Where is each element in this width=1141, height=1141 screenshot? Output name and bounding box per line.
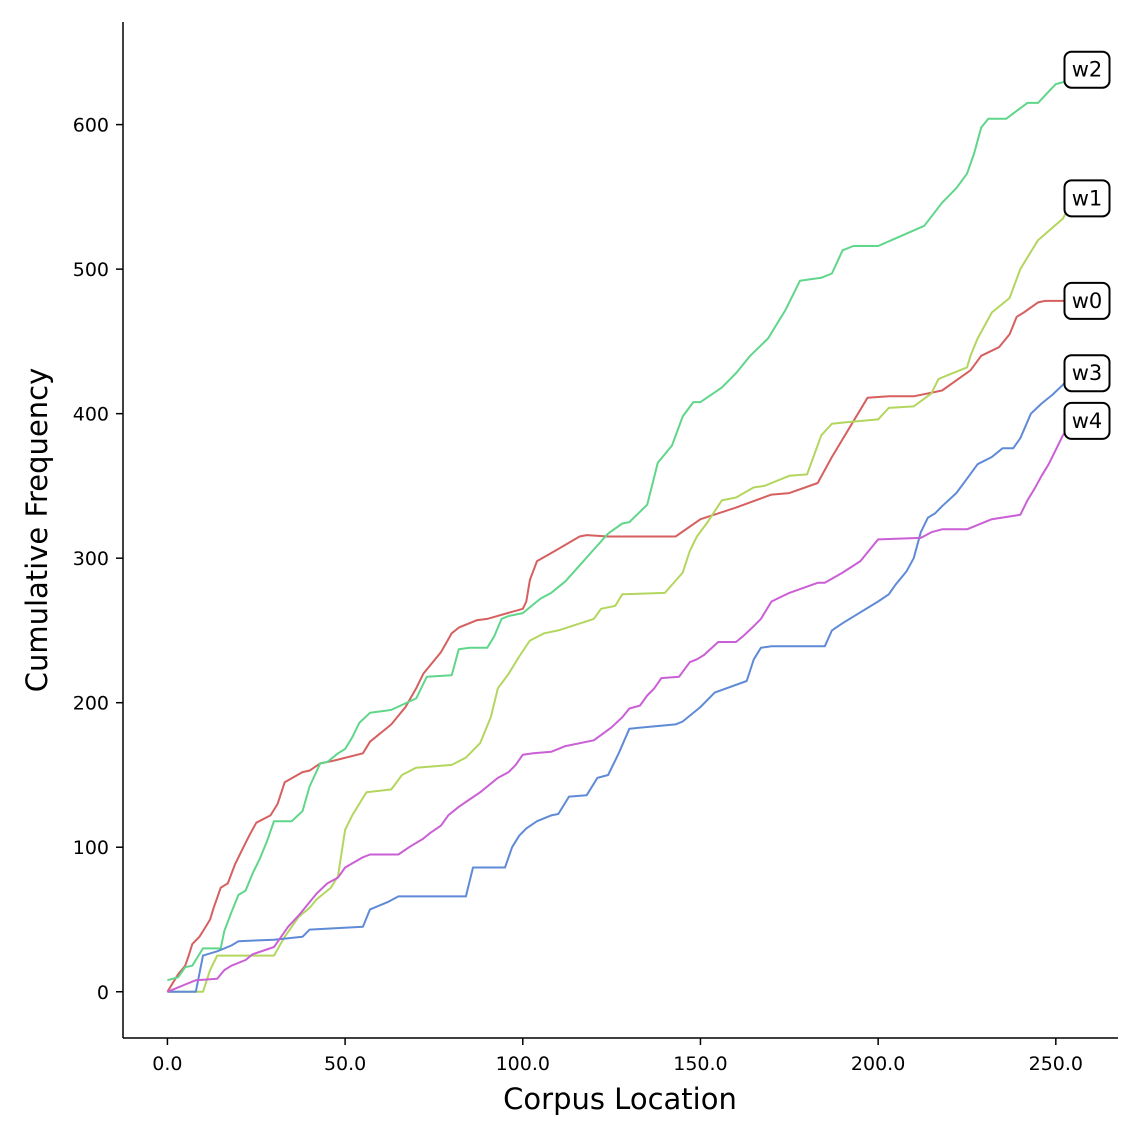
x-tick-label: 250.0 [1029,1053,1083,1075]
series-tag-w3: w3 [1072,361,1103,385]
series-tag-w0: w0 [1072,289,1103,313]
series-tag-box-w4 [1063,401,1111,440]
series-line-w2 [167,69,1075,982]
series-tag-w1: w1 [1072,186,1103,210]
x-tick-label: 0.0 [152,1053,182,1075]
x-ticks: 0.0 50.0 100.0 150.0 200.0 250.0 [152,1038,1083,1075]
series-line-w3 [167,372,1075,993]
y-ticks: 0 100 200 300 400 500 600 [73,115,123,1004]
series-tag-box-w2 [1063,50,1111,89]
y-tick-label: 400 [73,404,109,426]
x-tick-label: 200.0 [851,1053,905,1075]
series-line-w4 [167,420,1075,993]
series-tag-w4: w4 [1072,409,1103,433]
x-tick-label: 50.0 [324,1053,366,1075]
y-tick-label: 500 [73,259,109,281]
y-tick-label: 100 [73,837,109,859]
y-tick-label: 0 [97,982,109,1004]
y-tick-label: 600 [73,115,109,137]
plot-area [166,69,1075,993]
series-line-w1 [167,197,1075,993]
series-tags: w0 w1 w2 w3 w4 [1063,50,1111,440]
x-axis-title: Corpus Location [503,1082,737,1116]
series-tag-box-w1 [1063,179,1111,218]
x-tick-label: 100.0 [496,1053,550,1075]
y-tick-label: 300 [73,548,109,570]
y-tick-label: 200 [73,693,109,715]
series-tag-box-w0 [1063,281,1111,320]
y-axis-title: Cumulative Frequency [20,368,54,693]
x-tick-label: 150.0 [673,1053,727,1075]
series-tag-box-w3 [1063,354,1111,393]
series-line-w0 [166,299,1074,993]
series-tag-w2: w2 [1072,58,1103,82]
